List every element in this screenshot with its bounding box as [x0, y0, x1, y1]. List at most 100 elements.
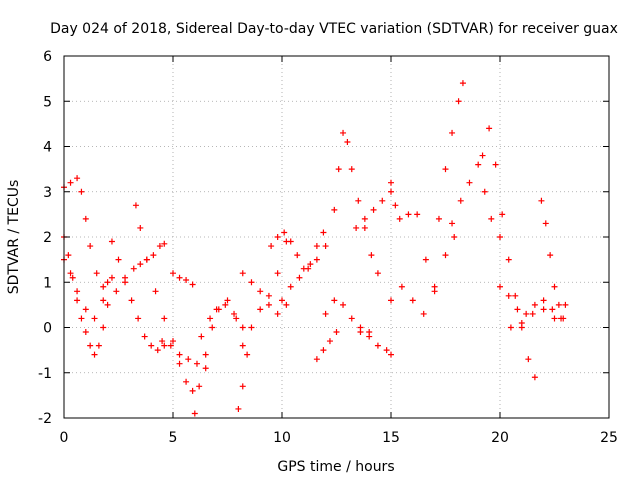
data-point: [82, 306, 89, 313]
data-point: [65, 252, 72, 259]
data-point: [538, 197, 545, 204]
data-point: [274, 234, 281, 240]
data-point: [442, 252, 449, 259]
series-arc-18: [353, 188, 394, 231]
data-point: [248, 279, 255, 286]
y-tick-label: 1: [43, 275, 52, 291]
series-arc-21: [388, 234, 458, 317]
data-point: [239, 270, 246, 277]
data-points: [61, 80, 569, 417]
data-point: [209, 324, 216, 331]
y-tick-label: -1: [38, 366, 52, 382]
x-tick-label: 5: [169, 430, 178, 446]
data-point: [326, 338, 333, 345]
y-axis: -2 -1 0 1 2 3 4 5 6: [38, 49, 609, 427]
data-point: [202, 351, 209, 358]
data-point: [176, 360, 183, 367]
data-point: [442, 166, 449, 173]
data-point: [274, 310, 281, 317]
data-point: [137, 224, 144, 231]
data-point: [100, 324, 107, 331]
data-point: [231, 310, 238, 317]
data-point: [333, 329, 340, 336]
data-point: [479, 152, 486, 159]
series-arc-7: [159, 338, 209, 372]
x-axis: 0 5 10 15 20 25: [60, 56, 618, 446]
data-point: [420, 310, 427, 317]
data-point: [374, 270, 381, 277]
data-point: [542, 220, 549, 227]
data-point: [137, 261, 144, 268]
data-point: [156, 243, 163, 250]
data-point: [183, 378, 190, 385]
data-point: [348, 166, 355, 173]
data-point: [313, 256, 320, 263]
data-point: [257, 288, 264, 295]
data-point: [499, 211, 506, 218]
data-point: [486, 125, 493, 132]
series-arc-9: [191, 297, 246, 417]
series-arc-22: [435, 80, 466, 222]
data-point: [320, 347, 327, 354]
data-point: [320, 229, 327, 236]
data-point: [148, 342, 155, 349]
data-point: [74, 288, 81, 295]
data-point: [322, 310, 329, 317]
data-point: [340, 301, 347, 308]
data-point: [355, 197, 362, 204]
data-point: [451, 234, 458, 240]
data-point: [279, 297, 285, 304]
data-point: [449, 220, 456, 227]
series-arc-15: [313, 329, 340, 363]
data-point: [331, 206, 338, 213]
data-point: [562, 301, 569, 308]
data-point: [507, 324, 514, 331]
data-point: [69, 274, 76, 281]
data-point: [257, 306, 264, 313]
data-point: [274, 270, 281, 277]
data-point: [235, 405, 242, 412]
data-point: [193, 360, 200, 367]
data-point: [115, 256, 122, 263]
data-point: [531, 301, 538, 308]
y-tick-label: 4: [43, 140, 52, 156]
data-point: [331, 297, 338, 304]
series-arc-11: [235, 238, 290, 412]
data-point: [95, 342, 102, 349]
data-point: [74, 297, 81, 304]
y-tick-label: 6: [43, 49, 52, 65]
data-point: [128, 297, 135, 304]
data-point: [551, 283, 558, 290]
data-point: [488, 215, 495, 222]
data-point: [497, 234, 503, 240]
x-tick-label: 0: [60, 430, 69, 446]
data-point: [287, 283, 294, 290]
data-point: [113, 288, 120, 295]
data-point: [283, 301, 290, 308]
data-point: [435, 215, 442, 222]
data-point: [523, 310, 530, 317]
data-point: [207, 315, 214, 322]
x-tick-label: 10: [273, 430, 291, 446]
data-point: [87, 342, 94, 349]
data-point: [313, 243, 320, 250]
data-point: [353, 224, 360, 231]
data-point: [398, 283, 405, 290]
data-point: [549, 306, 556, 313]
data-point: [161, 240, 168, 247]
data-point: [143, 256, 150, 263]
y-tick-label: 3: [43, 185, 52, 201]
series-arc-27: [507, 301, 569, 331]
data-point: [388, 179, 394, 186]
x-tick-label: 20: [491, 430, 509, 446]
data-point: [455, 98, 462, 105]
data-point: [370, 206, 377, 213]
data-point: [466, 179, 473, 186]
data-point: [176, 351, 183, 358]
series-arc-2: [61, 175, 111, 290]
data-point: [388, 188, 394, 195]
data-point: [540, 306, 547, 313]
data-point: [281, 229, 288, 236]
data-point: [287, 238, 294, 245]
